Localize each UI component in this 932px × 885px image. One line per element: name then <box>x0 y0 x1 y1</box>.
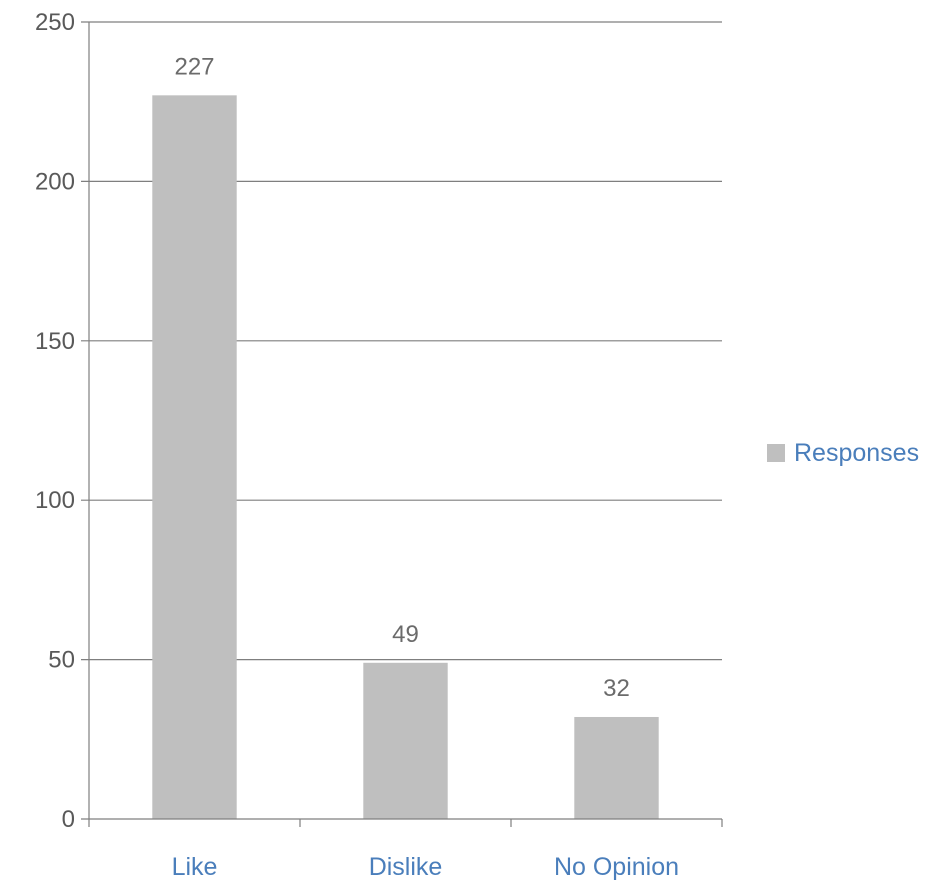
y-tick-label: 100 <box>35 487 75 514</box>
legend: Responses <box>767 439 919 467</box>
y-tick-label: 200 <box>35 168 75 195</box>
axes <box>81 22 723 827</box>
bar <box>363 662 448 819</box>
bar <box>152 95 237 820</box>
y-tick-label: 150 <box>35 328 75 355</box>
x-category-label: Like <box>172 853 218 881</box>
y-tick-label: 250 <box>35 9 75 36</box>
y-tick-label: 0 <box>62 806 75 833</box>
x-category-label: Dislike <box>369 853 443 881</box>
data-label: 32 <box>603 675 630 702</box>
data-label: 49 <box>392 621 419 648</box>
bars <box>152 95 659 820</box>
data-label: 227 <box>174 53 214 80</box>
data-labels: 227 49 32 <box>174 53 629 702</box>
y-tick-label: 50 <box>48 647 75 674</box>
x-category-label: No Opinion <box>554 853 679 881</box>
y-tick-labels: 0 50 100 150 200 250 <box>35 9 75 833</box>
legend-swatch-responses <box>767 444 785 462</box>
x-category-labels: Like Dislike No Opinion <box>172 853 679 881</box>
legend-label-responses: Responses <box>794 439 919 467</box>
bar <box>574 716 659 819</box>
